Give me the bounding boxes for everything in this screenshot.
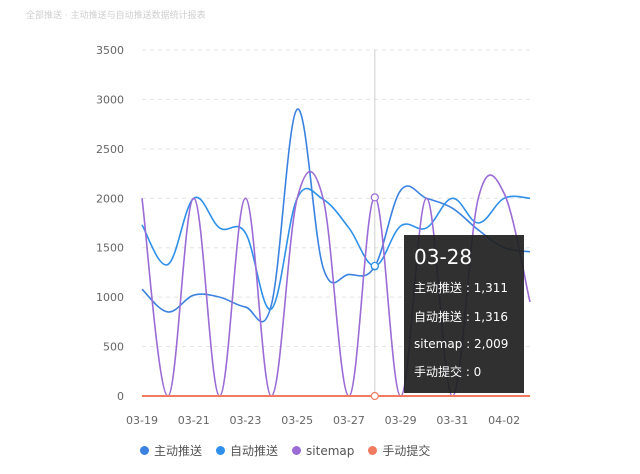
y-tick-label: 1500 [96,242,124,255]
legend-label: 手动提交 [382,444,431,458]
x-tick-label: 03-31 [436,414,468,427]
tooltip-title: 03-28 [414,245,473,269]
series-line-1 [141,187,531,310]
legend-label: 自动推送 [230,444,279,458]
x-tick-label: 03-19 [126,414,158,427]
highlight-point-3 [370,391,379,401]
legend-dot-icon [292,446,302,455]
legend-dot-icon [216,446,226,455]
y-tick-label: 3000 [96,93,124,106]
legend-label: 主动推送 [154,444,203,458]
legend-item-zidong[interactable]: 自动推送 [216,442,278,459]
legend-dot-icon [368,446,378,455]
x-tick-label: 03-25 [281,414,313,427]
tooltip-row-shoudong: 手动提交 : 0 [414,365,482,379]
y-tick-label: 500 [103,341,124,354]
legend-dot-icon [140,446,149,455]
x-axis-ticks: 03-19 03-21 03-23 03-25 03-27 03-29 03-31 04-02 [126,414,520,427]
tooltip-row-zhudong: 主动推送 : 1,311 [414,281,509,295]
legend-item-zhudong[interactable]: 主动推送 [140,442,202,459]
series-lines [141,108,531,398]
x-tick-label: 03-21 [178,414,210,427]
y-tick-label: 1000 [96,291,124,304]
y-tick-label: 3500 [96,44,124,57]
legend-label: sitemap [306,443,355,458]
legend-item-sitemap[interactable]: sitemap [292,442,354,459]
x-tick-label: 03-27 [333,414,365,427]
y-tick-label: 2500 [96,143,124,156]
highlight-markers [370,193,379,401]
y-axis-ticks: 0 500 1000 1500 2000 2500 3000 3500 [96,44,124,403]
x-tick-label: 04-02 [488,414,520,427]
series-line-0 [141,108,531,323]
legend-item-shoudong[interactable]: 手动提交 [368,442,430,459]
y-tick-label: 0 [117,390,124,403]
y-tick-label: 2000 [96,192,124,205]
x-tick-label: 03-29 [385,414,417,427]
tooltip-row-sitemap: sitemap : 2,009 [414,337,509,351]
faded-page-title: 全部推送 · 主动推送与自动推送数据统计报表 [26,11,206,21]
tooltip-row-zidong: 自动推送 : 1,316 [414,310,509,324]
x-tick-label: 03-23 [229,414,261,427]
highlight-point-2 [370,193,379,202]
highlight-point-1 [370,261,379,271]
chart-legend: 主动推送 自动推送 sitemap 手动提交 [140,442,430,459]
chart-tooltip: 03-28 主动推送 : 1,311 自动推送 : 1,316 sitemap … [404,235,524,393]
